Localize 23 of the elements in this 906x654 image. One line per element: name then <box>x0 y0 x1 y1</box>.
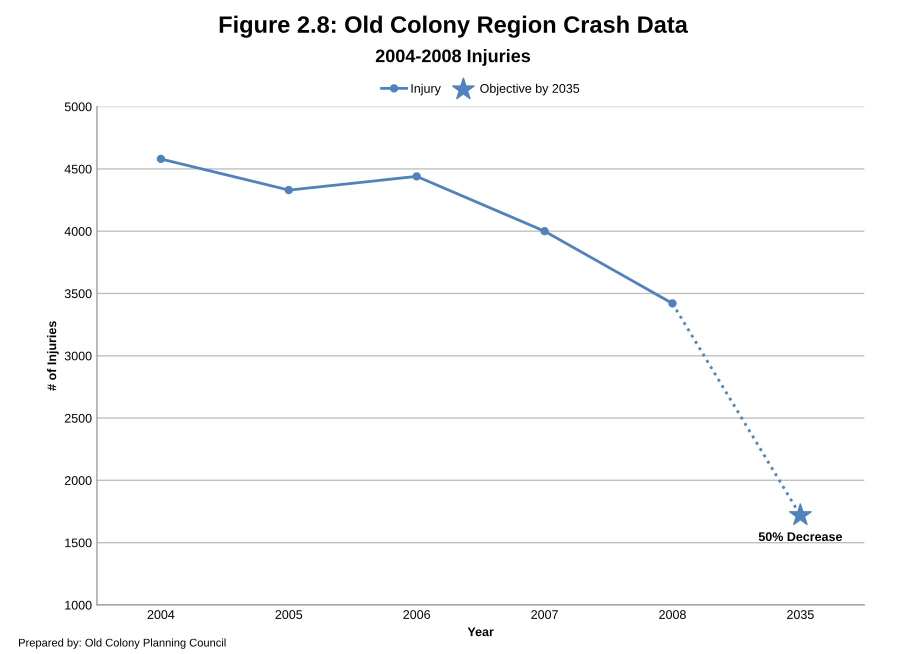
y-tick-label: 1500 <box>65 538 92 548</box>
chart-subtitle: 2004-2008 Injuries <box>376 49 530 66</box>
annotation: 50% Decrease <box>758 532 842 542</box>
y-tick-label: 2000 <box>64 476 92 486</box>
legend-label: Objective by 2035 <box>480 84 580 96</box>
y-tick-label: 2500 <box>64 414 92 423</box>
x-tick-label: 2008 <box>659 610 686 619</box>
y-tick-label: 4000 <box>64 226 92 236</box>
x-tick-label: 2006 <box>403 610 430 619</box>
x-tick-label: 2035 <box>787 610 814 619</box>
y-tick-label: 3000 <box>64 352 92 360</box>
y-tick-label: 1000 <box>65 600 92 610</box>
y-tick-label: 5000 <box>64 102 92 112</box>
x-tick-label: 2005 <box>276 610 302 619</box>
text: Prepared by: Old Colony Planning Council <box>19 638 226 649</box>
legend-label: Injury <box>411 84 441 96</box>
y-tick-label: 3500 <box>64 289 92 298</box>
y-tick-label: 4500 <box>64 164 92 174</box>
x-axis-title: Year <box>468 627 494 636</box>
chart-title: Figure 2.8: Old Colony Region Crash Data <box>220 16 688 38</box>
y-axis-title: # of Injuries <box>47 321 59 391</box>
x-tick-label: 2007 <box>531 610 558 619</box>
x-tick-label: 2004 <box>148 610 174 619</box>
